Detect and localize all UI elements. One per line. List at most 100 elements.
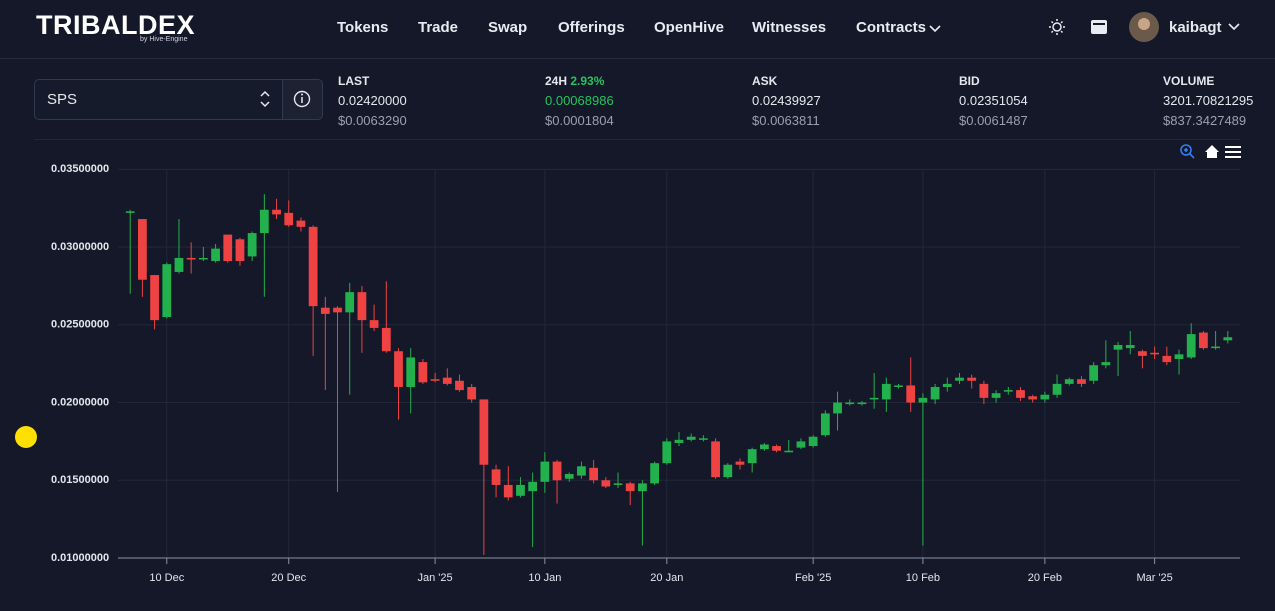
chevron [929, 25, 941, 33]
nav-link[interactable]: Offerings [558, 19, 625, 36]
x-tick-label: 20 Feb [1028, 572, 1062, 584]
candle-body [1077, 379, 1086, 384]
candle-body [894, 385, 903, 387]
candle-body [162, 264, 172, 318]
candle-body [1089, 365, 1099, 381]
nav-dropdown[interactable]: Contracts [856, 19, 927, 36]
x-tick-label: Feb '25 [795, 572, 831, 584]
candle-body [272, 209, 281, 215]
theme-toggle[interactable] [1049, 19, 1065, 35]
stat: 24H 2.93% 0.00068986 $0.0001804 [545, 71, 614, 131]
stat: ASK 0.02439927 $0.0063811 [752, 71, 821, 131]
candle-body [638, 483, 647, 492]
candle-body [125, 211, 135, 213]
stat-value: 0.02351054 [959, 93, 1028, 108]
candle-body [1016, 390, 1025, 398]
candle-body [711, 441, 720, 478]
candle-body [650, 463, 659, 484]
candle-body [296, 220, 306, 227]
candle-body [516, 484, 525, 496]
stat-value: 0.02420000 [338, 93, 407, 108]
candle-body [784, 450, 794, 453]
logo[interactable]: TRIBALDEX [36, 10, 195, 40]
candle-body [723, 464, 733, 478]
candle-body [1162, 355, 1172, 363]
wallet-icon[interactable] [1091, 20, 1107, 34]
candle-body [735, 461, 745, 465]
nav-link[interactable]: Witnesses [752, 19, 827, 36]
candle-body [1040, 394, 1050, 400]
candle-body [979, 383, 989, 398]
divider [34, 139, 1240, 140]
candle-body [906, 385, 916, 403]
candle-body [991, 393, 1001, 398]
candle-body [211, 248, 220, 262]
logo-subtitle: by Hive-Engine [140, 36, 188, 43]
username[interactable]: kaibagt [1169, 19, 1222, 36]
avatar-face [1138, 18, 1150, 30]
candle-body [552, 461, 562, 481]
reset-button[interactable] [1205, 145, 1219, 158]
candle-body [577, 466, 586, 476]
candle-body [772, 446, 781, 451]
stat-usd: $0.0063811 [752, 113, 820, 128]
candle-body [1223, 337, 1233, 341]
candle-body [796, 441, 806, 448]
stat-usd: $0.0061487 [959, 113, 1028, 128]
stat-change: 2.93% [570, 74, 605, 88]
candle-body [333, 307, 342, 313]
stat: LAST 0.02420000 $0.0063290 [338, 71, 407, 131]
candle-body [1174, 354, 1184, 359]
candle-body [345, 292, 355, 313]
candle-body [284, 212, 294, 226]
candle-body [686, 436, 696, 440]
token-symbol: SPS [47, 91, 78, 108]
candle-body [467, 386, 477, 400]
y-tick-label: 0.03500000 [51, 163, 109, 175]
candle-body [820, 413, 830, 436]
candle-body [455, 380, 464, 391]
x-tick-label: Jan '25 [418, 572, 453, 584]
stat-usd: $837.3427489 [1163, 113, 1247, 128]
x-tick-label: Mar '25 [1136, 572, 1172, 584]
y-tick-label: 0.01000000 [51, 552, 109, 564]
candle-body [540, 461, 550, 482]
candle-body [930, 386, 940, 400]
candle-body [503, 484, 513, 498]
zoom-button[interactable] [1180, 144, 1195, 159]
candle-body [320, 307, 330, 314]
x-tick-label: 20 Jan [650, 572, 683, 584]
cursor-highlight [15, 426, 37, 448]
info-icon [293, 90, 311, 108]
candle-body [1028, 396, 1038, 400]
candle-body [674, 439, 684, 443]
candle-body [491, 469, 501, 485]
candle-body [845, 402, 855, 405]
candle-body [1150, 352, 1160, 355]
y-tick-label: 0.01500000 [51, 474, 109, 486]
nav-link[interactable]: Tokens [337, 19, 389, 36]
menu-button[interactable] [1225, 146, 1241, 158]
candle-body [1052, 383, 1062, 395]
token-select[interactable]: SPS [34, 79, 283, 120]
candle-body [528, 481, 538, 492]
stat-usd: $0.0001804 [545, 113, 614, 128]
candle-body [357, 292, 367, 321]
candle-body [174, 257, 184, 272]
candle-body [1003, 390, 1013, 392]
y-tick-label: 0.03000000 [51, 241, 109, 253]
candle-body [308, 226, 318, 307]
nav-link[interactable]: OpenHive [654, 19, 725, 36]
nav-link[interactable]: Trade [418, 19, 459, 36]
nav-link[interactable]: Swap [488, 19, 528, 36]
top-bar: TRIBALDEX by Hive-Engine Tokens Trade Sw… [0, 0, 1275, 59]
stat-label: VOLUME [1163, 74, 1215, 88]
select-arrows [260, 90, 270, 108]
candle-body [381, 327, 391, 352]
stat-label: LAST [338, 74, 370, 88]
candle-body [150, 275, 159, 321]
candle-body [418, 362, 428, 383]
y-tick-label: 0.02500000 [51, 319, 109, 331]
candle-body [430, 379, 440, 381]
